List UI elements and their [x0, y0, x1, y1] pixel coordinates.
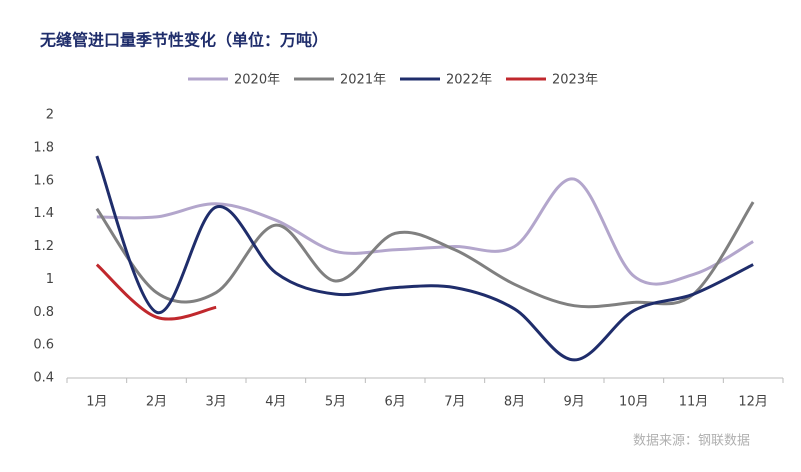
series-line: [95, 155, 754, 362]
x-tick-label: 8月: [504, 395, 525, 410]
x-tick-label: 12月: [738, 395, 768, 410]
y-tick-label: 1: [46, 272, 54, 287]
x-tick-label: 3月: [206, 395, 227, 410]
x-tick-label: 11月: [679, 395, 709, 410]
legend-label: 2022年: [446, 73, 492, 88]
source-note: 数据来源：钢联数据: [633, 434, 750, 449]
x-tick-label: 10月: [619, 395, 649, 410]
x-tick-label: 1月: [86, 395, 107, 410]
y-tick-label: 0.8: [33, 305, 54, 320]
x-tick-label: 5月: [325, 395, 346, 410]
x-tick-label: 9月: [564, 395, 585, 410]
series-line: [95, 263, 217, 321]
y-tick-label: 1.2: [33, 239, 54, 254]
series-line: [95, 201, 755, 309]
x-tick-label: 4月: [265, 395, 286, 410]
y-tick-label: 0.6: [33, 338, 54, 353]
y-tick-label: 0.4: [33, 371, 54, 386]
y-tick-label: 1.8: [33, 140, 54, 155]
x-tick-label: 7月: [444, 395, 465, 410]
legend-label: 2023年: [552, 73, 598, 88]
y-tick-label: 1.4: [33, 206, 54, 221]
x-tick-label: 6月: [385, 395, 406, 410]
x-tick-label: 2月: [146, 395, 167, 410]
legend-label: 2021年: [340, 73, 386, 88]
legend-label: 2020年: [234, 73, 280, 88]
series-line: [96, 177, 754, 286]
chart-title: 无缝管进口量季节性变化（单位：万吨）: [39, 31, 328, 50]
y-tick-label: 2: [46, 108, 54, 123]
y-tick-label: 1.6: [33, 173, 54, 188]
